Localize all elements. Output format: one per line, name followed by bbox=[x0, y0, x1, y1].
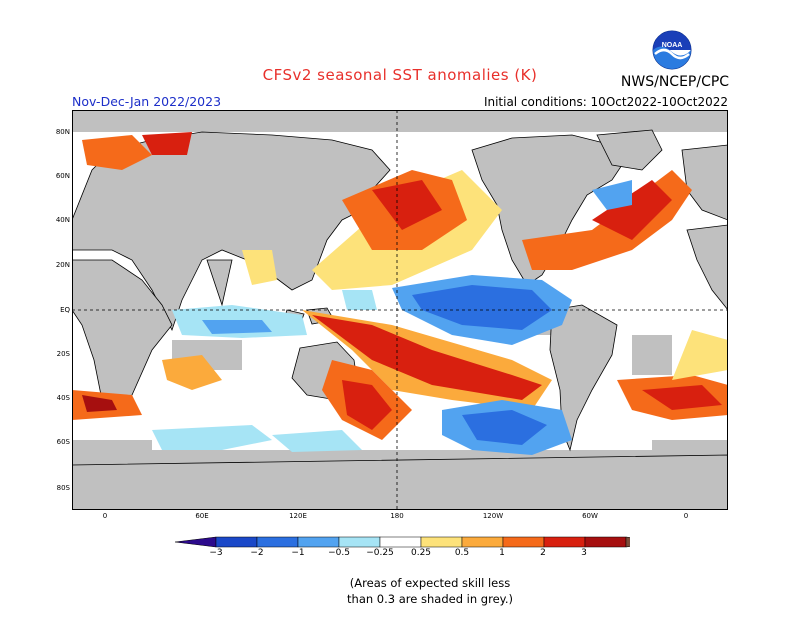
colorbar-arrow-right bbox=[625, 536, 630, 548]
colorbar-segment-1 bbox=[215, 536, 258, 548]
lon-label-120e: 120E bbox=[289, 512, 307, 520]
lat-label-40n: 40N bbox=[55, 216, 70, 224]
colorbar-tick-minus05: −0.5 bbox=[328, 548, 350, 558]
chart-title: CFSv2 seasonal SST anomalies (K) bbox=[262, 66, 538, 84]
colorbar-tick-minus025: −0.25 bbox=[366, 548, 394, 558]
colorbar-segment-3 bbox=[297, 536, 340, 548]
lat-label-20n: 20N bbox=[55, 261, 70, 269]
lon-label-60w: 60W bbox=[582, 512, 598, 520]
land-masses bbox=[72, 129, 728, 510]
colorbar-tick-3: 3 bbox=[581, 548, 587, 558]
colorbar-tick-2: 2 bbox=[540, 548, 546, 558]
colorbar-tick-minus2: −2 bbox=[250, 548, 264, 558]
colorbar-tick-1: 1 bbox=[499, 548, 505, 558]
lat-label-80s: 80S bbox=[56, 484, 70, 492]
colorbar bbox=[174, 536, 630, 548]
season-label: Nov-Dec-Jan 2022/2023 bbox=[72, 94, 222, 109]
skill-footnote: (Areas of expected skill less than 0.3 a… bbox=[0, 575, 800, 607]
colorbar-segment-5 bbox=[379, 536, 422, 548]
logo-text: NOAA bbox=[662, 42, 683, 49]
lon-label-0: 0 bbox=[102, 512, 108, 520]
colorbar-segment-4 bbox=[338, 536, 381, 548]
warm-anomalies bbox=[72, 132, 728, 440]
skill-footnote-line-2: than 0.3 are shaded in grey.) bbox=[347, 592, 513, 606]
lat-label-60n: 60N bbox=[55, 172, 70, 180]
colorbar-arrow-left bbox=[174, 536, 217, 548]
lat-label-60s: 60S bbox=[56, 438, 70, 446]
initial-conditions-label: Initial conditions: 10Oct2022-10Oct2022 bbox=[483, 95, 728, 109]
lat-label-40s: 40S bbox=[56, 394, 70, 402]
colorbar-tick-025: 0.25 bbox=[410, 548, 432, 558]
lon-label-60e: 60E bbox=[195, 512, 209, 520]
lat-label-eq: EQ bbox=[60, 306, 70, 314]
colorbar-segment-6 bbox=[420, 536, 463, 548]
colorbar-tick-minus1: −1 bbox=[291, 548, 305, 558]
noaa-logo: NOAA bbox=[652, 30, 692, 70]
lon-label-0-right: 0 bbox=[683, 512, 689, 520]
sst-anomaly-map bbox=[72, 110, 728, 510]
colorbar-segment-7 bbox=[461, 536, 504, 548]
colorbar-segment-8 bbox=[502, 536, 545, 548]
lon-label-120w: 120W bbox=[482, 512, 504, 520]
lon-label-180: 180 bbox=[390, 512, 404, 520]
colorbar-segment-9 bbox=[543, 536, 586, 548]
colorbar-tick-05: 0.5 bbox=[454, 548, 470, 558]
skill-footnote-line-1: (Areas of expected skill less bbox=[349, 576, 511, 590]
org-label: NWS/NCEP/CPC bbox=[620, 74, 730, 90]
colorbar-tick-minus3: −3 bbox=[209, 548, 223, 558]
map-frame bbox=[72, 110, 728, 510]
lat-label-80n: 80N bbox=[55, 128, 70, 136]
colorbar-segment-10 bbox=[584, 536, 627, 548]
lat-label-20s: 20S bbox=[56, 350, 70, 358]
colorbar-segment-2 bbox=[256, 536, 299, 548]
